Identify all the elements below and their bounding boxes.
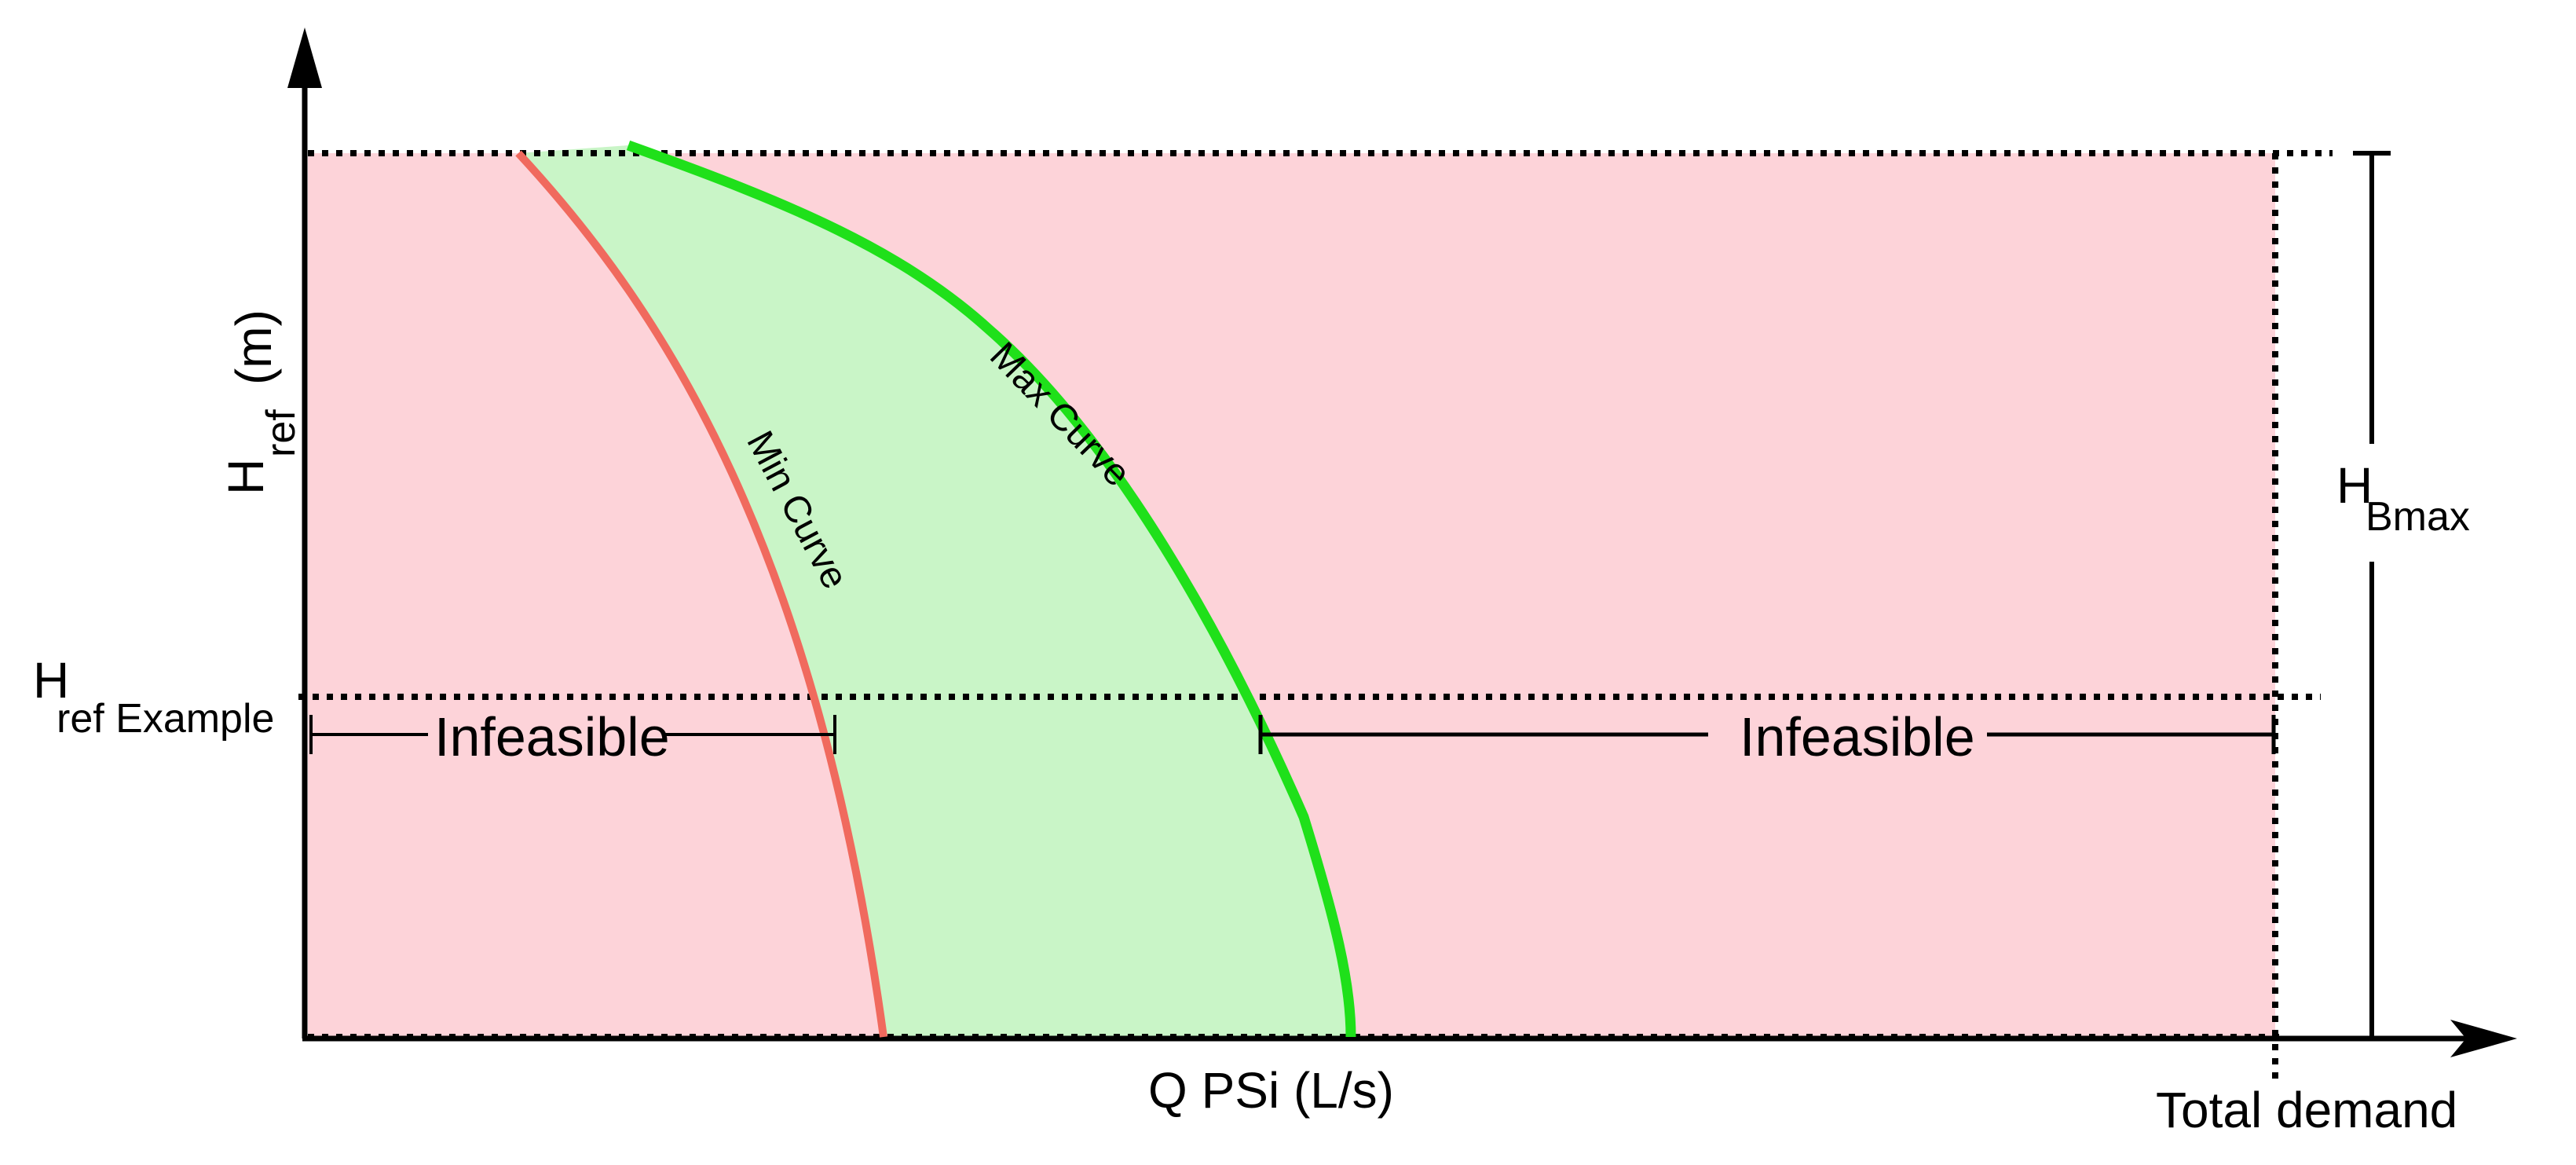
h-bmax-label: H Bmax xyxy=(2336,457,2470,540)
svg-text:Bmax: Bmax xyxy=(2366,494,2470,540)
max-curve-line xyxy=(626,140,1356,1038)
feasible-region xyxy=(518,145,1351,1037)
infeasible-left-label: Infeasible xyxy=(434,706,670,768)
svg-text:H: H xyxy=(33,652,69,709)
y-axis-arrow xyxy=(287,27,322,88)
infeasible-right-span xyxy=(1258,715,2276,754)
h-ref-example-label: H ref Example xyxy=(33,652,274,742)
svg-text:H: H xyxy=(2336,457,2373,514)
svg-text:ref: ref xyxy=(258,409,304,457)
svg-text:ref Example: ref Example xyxy=(57,696,274,742)
svg-text:H: H xyxy=(218,459,274,495)
infeasible-right-label: Infeasible xyxy=(1740,706,1975,768)
total-demand-label: Total demand xyxy=(2156,1082,2457,1138)
infeasible-left-span xyxy=(309,715,836,754)
svg-text:(m): (m) xyxy=(225,310,282,385)
min-curve-line xyxy=(515,150,887,1038)
x-axis-label: Q PSi (L/s) xyxy=(1148,1062,1394,1119)
h-bmax-bracket xyxy=(2353,151,2391,1041)
y-axis-label: H ref (m) xyxy=(218,310,304,495)
x-axis-arrow xyxy=(2450,1020,2517,1057)
